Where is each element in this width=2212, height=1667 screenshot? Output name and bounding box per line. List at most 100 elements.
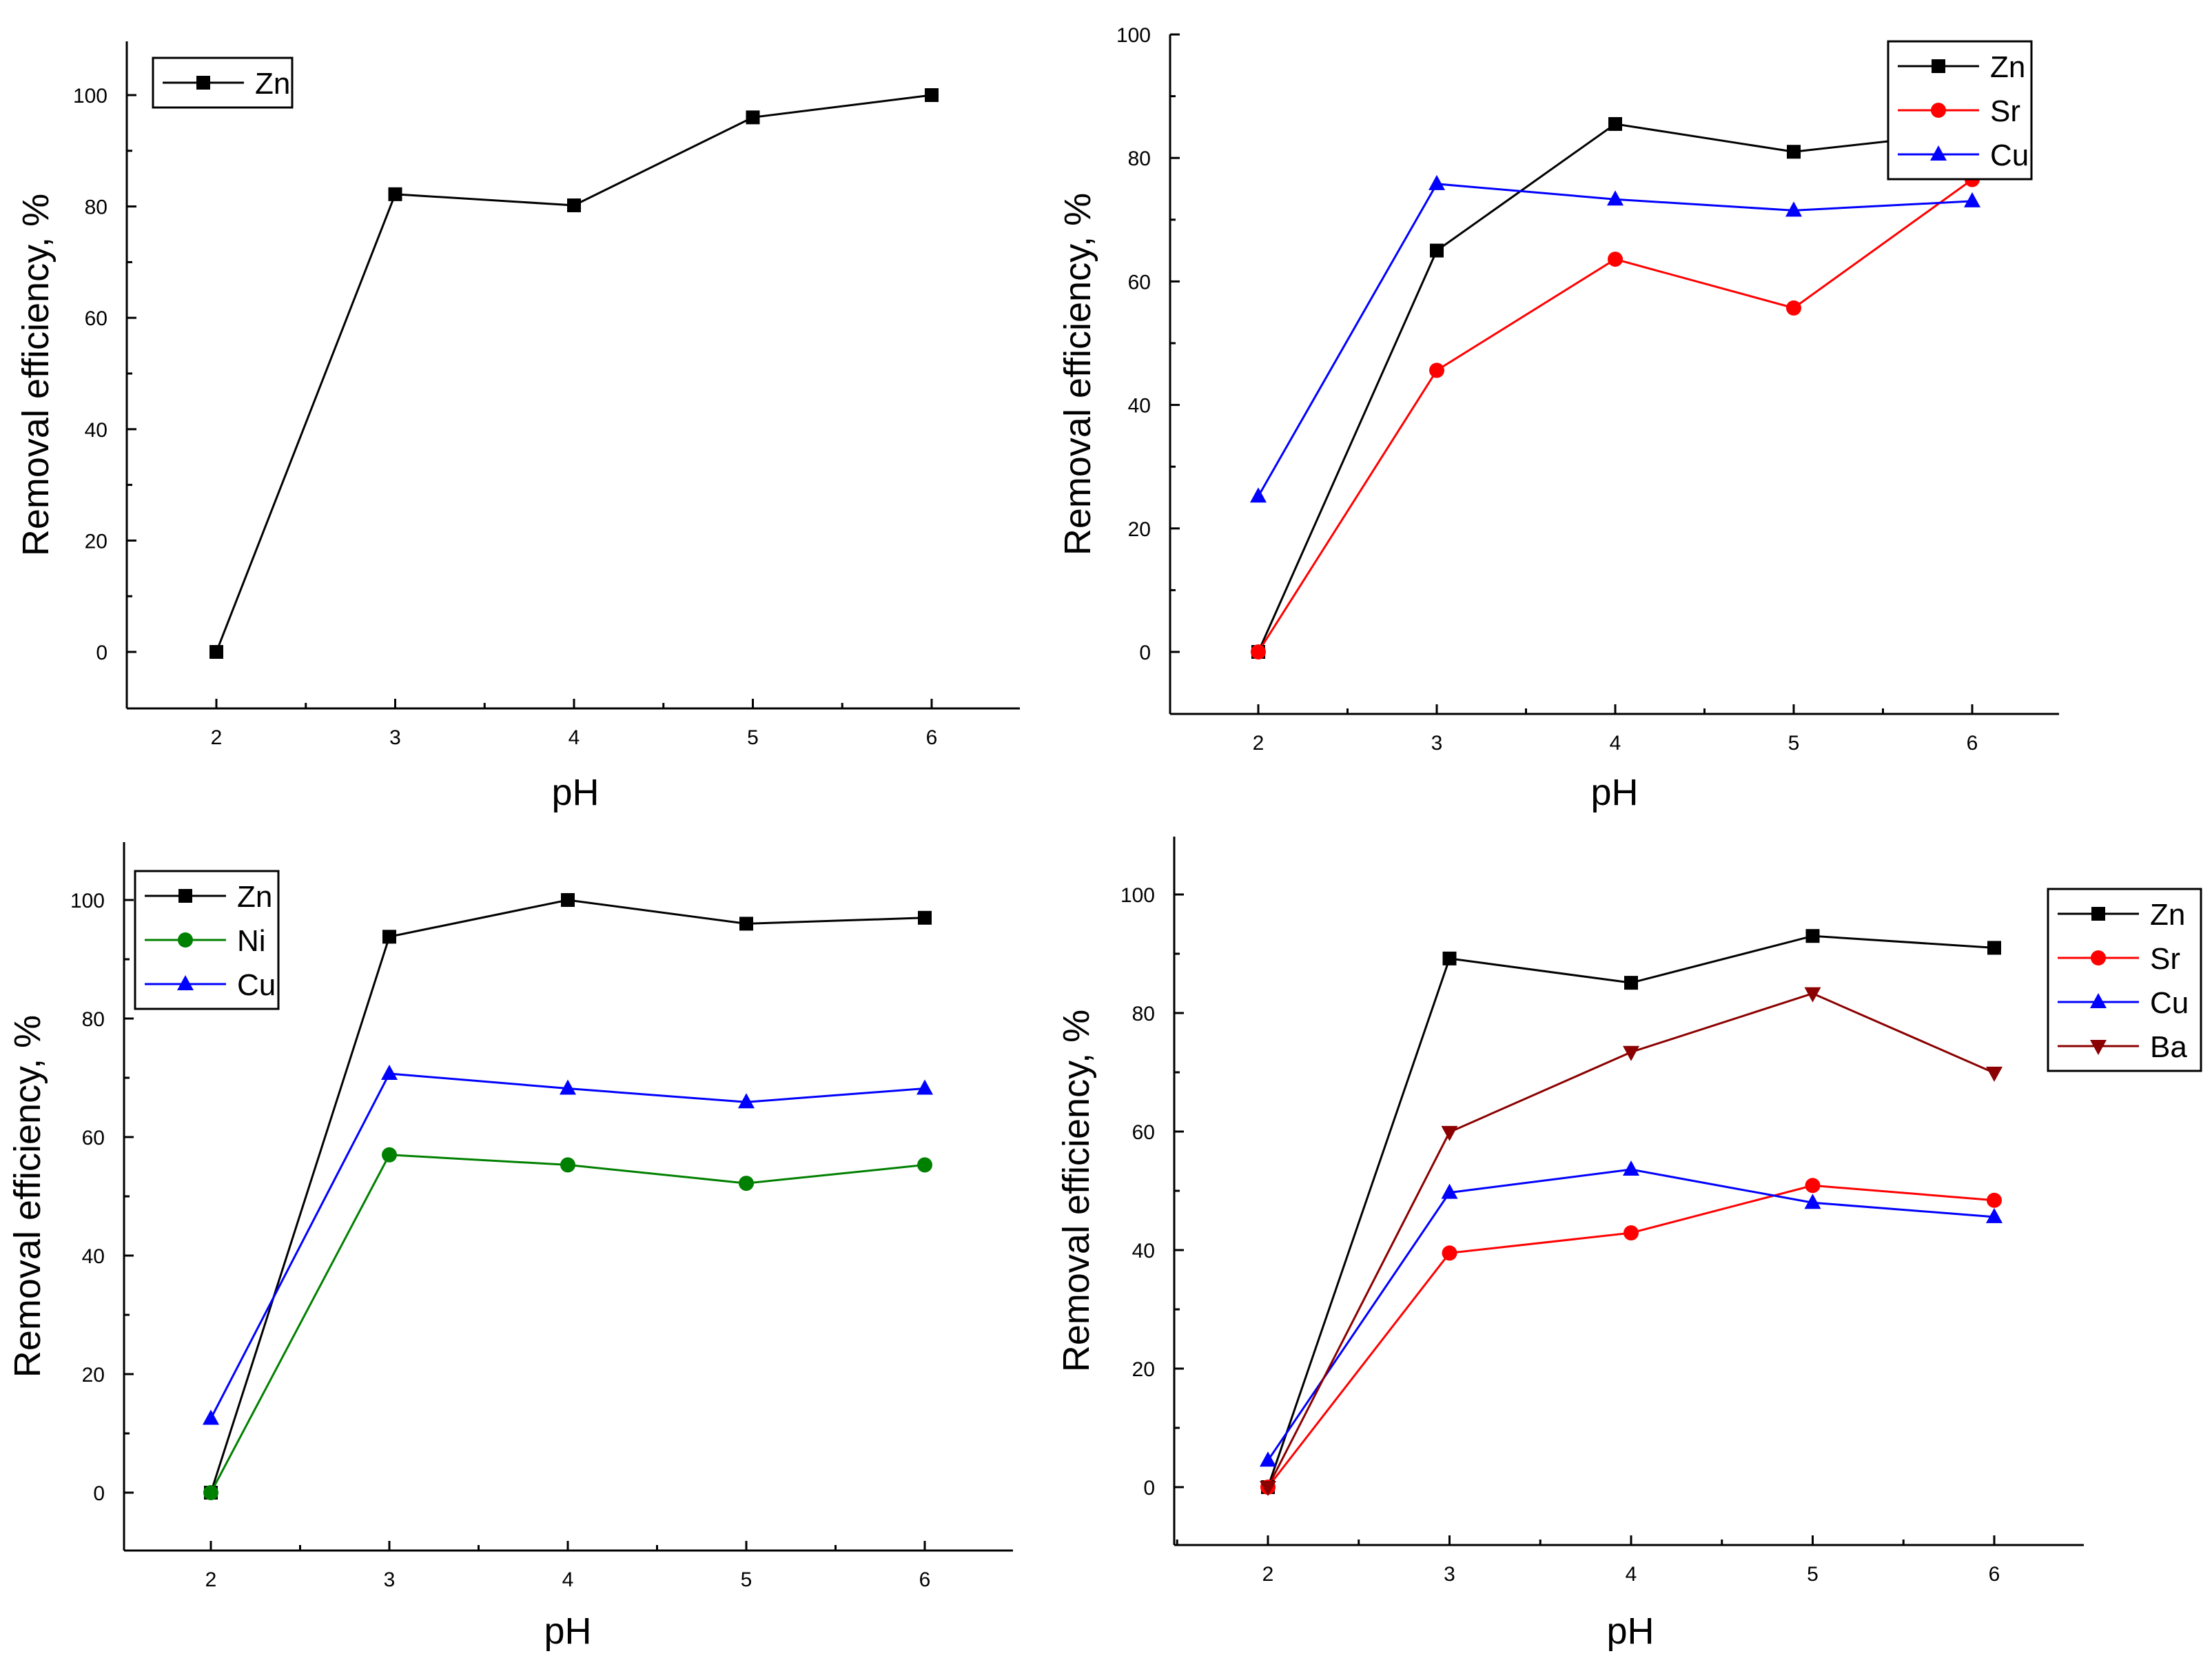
series-line-zn bbox=[1267, 934, 1995, 1488]
x-tick-label: 3 bbox=[1444, 1563, 1455, 1586]
series-line-ni bbox=[209, 1154, 925, 1493]
data-point-cu bbox=[1785, 201, 1802, 217]
x-tick-label: 6 bbox=[1989, 1563, 2000, 1586]
data-point-cu bbox=[738, 1093, 755, 1109]
y-axis-title: Removal efficiency, % bbox=[1056, 1010, 1097, 1372]
y-tick-label: 40 bbox=[1128, 395, 1151, 418]
y-tick-label: 80 bbox=[85, 196, 107, 219]
legend-marker-cu bbox=[177, 975, 194, 990]
y-axis-title: Removal efficiency, % bbox=[7, 1015, 48, 1378]
data-point-sr bbox=[1429, 362, 1444, 378]
x-tick-label: 2 bbox=[1262, 1563, 1274, 1586]
series-line-cu bbox=[1257, 183, 1973, 497]
x-tick-label: 2 bbox=[211, 726, 223, 749]
series-line-cu bbox=[209, 1072, 925, 1420]
y-tick-label: 100 bbox=[70, 890, 105, 912]
data-point-ba bbox=[1804, 987, 1821, 1003]
x-tick-label: 4 bbox=[569, 726, 580, 749]
y-tick-label: 60 bbox=[1132, 1121, 1155, 1144]
data-point-zn bbox=[1987, 941, 2001, 955]
x-tick-label: 5 bbox=[741, 1568, 752, 1591]
legend-box bbox=[2047, 888, 2202, 1072]
x-tick-label: 4 bbox=[1626, 1563, 1637, 1586]
x-tick-label: 5 bbox=[1788, 732, 1800, 755]
data-point-cu bbox=[1986, 1207, 2003, 1223]
x-tick-label: 6 bbox=[919, 1568, 931, 1591]
data-point-cu bbox=[916, 1079, 933, 1095]
data-point-zn bbox=[209, 645, 223, 659]
x-tick-label: 3 bbox=[389, 726, 401, 749]
legend-marker-zn bbox=[196, 76, 210, 90]
y-axis-title: Removal efficiency, % bbox=[15, 194, 57, 556]
data-point-zn bbox=[1805, 929, 1820, 943]
series-line-sr bbox=[1257, 178, 1973, 653]
data-point-zn bbox=[1608, 116, 1622, 131]
data-point-zn bbox=[925, 88, 939, 102]
x-tick-label: 6 bbox=[926, 726, 938, 749]
y-tick-label: 40 bbox=[85, 419, 107, 442]
data-point-zn bbox=[918, 910, 932, 925]
x-axis-title: pH bbox=[544, 1610, 591, 1652]
y-axis-title: Removal efficiency, % bbox=[1057, 193, 1098, 555]
legend-label-sr: Sr bbox=[2150, 942, 2180, 976]
data-point-ba bbox=[1986, 1066, 2003, 1082]
x-tick-label: 2 bbox=[1253, 732, 1264, 755]
data-point-cu bbox=[1260, 1451, 1276, 1467]
x-tick-label: 3 bbox=[1431, 732, 1443, 755]
x-axis-title: pH bbox=[1606, 1610, 1654, 1652]
x-tick-label: 5 bbox=[1807, 1563, 1819, 1586]
y-tick-label: 60 bbox=[82, 1127, 105, 1149]
data-point-ni bbox=[203, 1485, 218, 1500]
legend-marker-cu bbox=[1930, 145, 1947, 161]
legend-label-zn: Zn bbox=[2150, 898, 2185, 932]
data-point-sr bbox=[1608, 252, 1623, 267]
data-point-zn bbox=[739, 917, 753, 931]
y-tick-label: 40 bbox=[82, 1245, 105, 1268]
y-tick-label: 0 bbox=[93, 1482, 105, 1505]
y-tick-label: 80 bbox=[1132, 1003, 1155, 1025]
data-point-sr bbox=[1786, 300, 1801, 316]
legend-label-ba: Ba bbox=[2150, 1030, 2187, 1064]
data-point-zn bbox=[1787, 145, 1801, 159]
data-point-cu bbox=[1607, 190, 1624, 206]
chart-zn-only: 0 20 40 60 80 100 2 3 4 5 6 pH Removal efficiency, %… bbox=[15, 41, 1020, 813]
x-tick-label: 4 bbox=[562, 1568, 574, 1591]
legend-label-ni: Ni bbox=[237, 924, 266, 958]
legend-marker-zn bbox=[178, 889, 192, 903]
x-tick-label: 4 bbox=[1610, 732, 1621, 755]
chart-zn-sr-cu: 0 20 40 60 80 100 2 3 4 5 6 pH Removal efficiency, %… bbox=[1057, 24, 2059, 813]
y-tick-label: 100 bbox=[1120, 884, 1155, 907]
legend-label-zn: Zn bbox=[255, 67, 290, 101]
y-tick-label: 20 bbox=[1132, 1358, 1155, 1381]
data-point-ba bbox=[1260, 1481, 1276, 1496]
y-tick-label: 80 bbox=[82, 1008, 105, 1031]
y-tick-label: 60 bbox=[85, 307, 107, 330]
legend-marker-ni bbox=[178, 932, 193, 948]
legend-label-zn: Zn bbox=[237, 880, 272, 914]
data-point-ni bbox=[917, 1157, 932, 1173]
x-axis-title: pH bbox=[1590, 772, 1638, 813]
data-point-zn bbox=[561, 893, 575, 907]
data-point-zn bbox=[746, 110, 760, 125]
legend-label-sr: Sr bbox=[1990, 94, 2020, 128]
legend-marker-cu bbox=[2090, 993, 2107, 1008]
y-tick-label: 0 bbox=[96, 642, 107, 664]
y-tick-label: 20 bbox=[85, 530, 107, 553]
y-tick-label: 80 bbox=[1128, 147, 1151, 170]
data-point-cu bbox=[1441, 1183, 1458, 1199]
legend-label-cu: Cu bbox=[237, 968, 276, 1002]
data-point-sr bbox=[1624, 1225, 1639, 1241]
data-point-cu bbox=[203, 1409, 219, 1425]
chart-zn-sr-cu-ba: 0 20 40 60 80 100 2 3 4 5 6 pH Removal efficiency, %… bbox=[1056, 837, 2202, 1652]
y-tick-label: 0 bbox=[1143, 1477, 1155, 1500]
x-tick-label: 2 bbox=[205, 1568, 217, 1591]
y-tick-label: 100 bbox=[1116, 24, 1151, 47]
data-point-cu bbox=[1250, 487, 1267, 503]
legend-label-zn: Zn bbox=[1990, 50, 2025, 84]
y-tick-label: 100 bbox=[73, 85, 107, 108]
data-point-cu bbox=[1804, 1194, 1821, 1209]
x-tick-label: 3 bbox=[384, 1568, 396, 1591]
legend-label-cu: Cu bbox=[2150, 986, 2189, 1020]
data-point-zn bbox=[388, 187, 402, 201]
